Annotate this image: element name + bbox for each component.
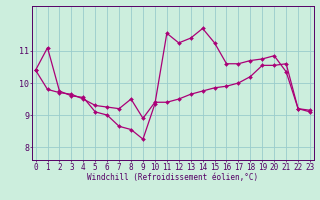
X-axis label: Windchill (Refroidissement éolien,°C): Windchill (Refroidissement éolien,°C) <box>87 173 258 182</box>
